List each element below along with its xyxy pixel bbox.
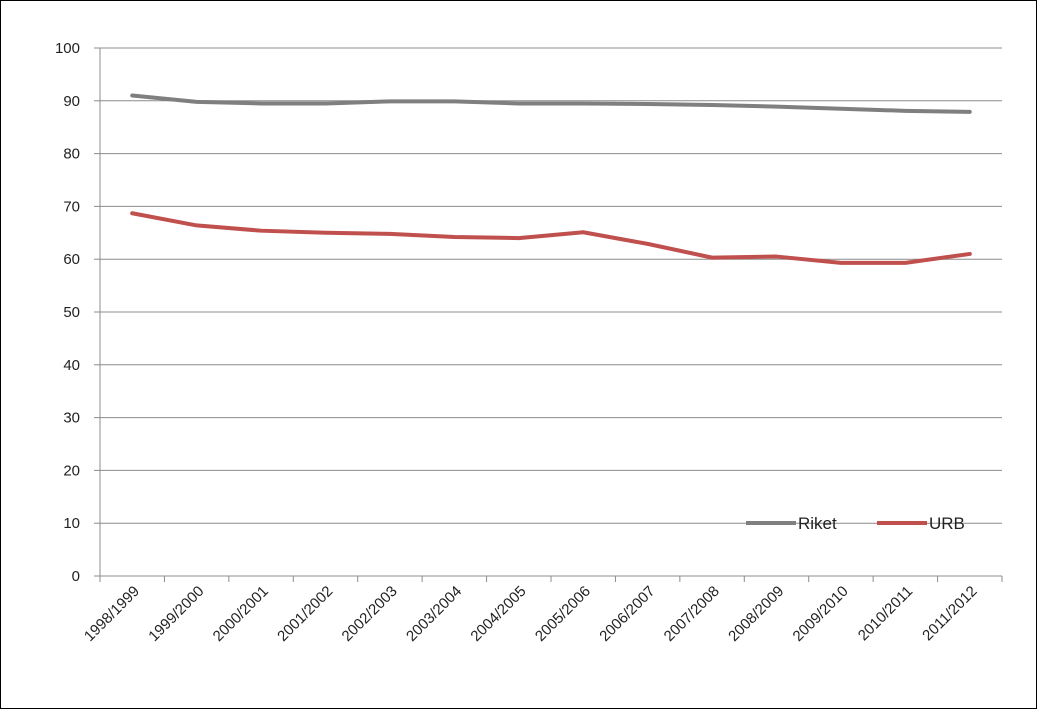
y-tick-labels: 0 10 20 30 40 50 60 70 80 90 100 (55, 40, 80, 585)
x-tick-label: 2008/2009 (725, 583, 787, 645)
legend-label-urb: URB (929, 514, 965, 533)
x-tick-label: 2005/2006 (532, 583, 594, 645)
legend-label-riket: Riket (798, 514, 837, 533)
series-lines (130, 93, 972, 265)
gridlines (100, 47, 1002, 524)
series-line-riket (130, 93, 972, 114)
x-tick-label: 2004/2005 (467, 583, 529, 645)
y-tick-label: 60 (63, 251, 80, 268)
y-tick-label: 30 (63, 410, 80, 427)
axes (94, 47, 1003, 582)
x-tick-label: 2006/2007 (596, 583, 658, 645)
y-tick-label: 80 (63, 146, 80, 163)
y-tick-label: 10 (63, 515, 80, 532)
x-tick-label: 2011/2012 (919, 583, 980, 644)
x-tick-label: 2007/2008 (661, 583, 723, 645)
x-tick-label: 2003/2004 (403, 583, 465, 645)
x-tick-label: 2000/2001 (210, 583, 272, 645)
x-tick-label: 2002/2003 (339, 583, 401, 645)
x-tick-label: 1999/2000 (145, 583, 207, 645)
y-tick-label: 50 (63, 304, 80, 321)
y-tick-label: 20 (63, 462, 80, 479)
x-tick-label: 2001/2002 (274, 583, 336, 645)
y-tick-label: 70 (63, 198, 80, 215)
x-tick-label: 1998/1999 (81, 583, 143, 645)
x-tick-labels: 1998/1999 1999/2000 2000/2001 2001/2002 2002… (81, 583, 981, 645)
x-tick-label: 2009/2010 (790, 583, 852, 645)
series-line-urb (130, 211, 972, 265)
legend: Riket URB (746, 514, 965, 533)
y-tick-label: 0 (72, 568, 80, 585)
y-tick-label: 100 (55, 40, 80, 57)
x-tick-label: 2010/2011 (855, 583, 916, 644)
y-tick-label: 90 (63, 93, 80, 110)
y-tick-label: 40 (63, 357, 80, 374)
